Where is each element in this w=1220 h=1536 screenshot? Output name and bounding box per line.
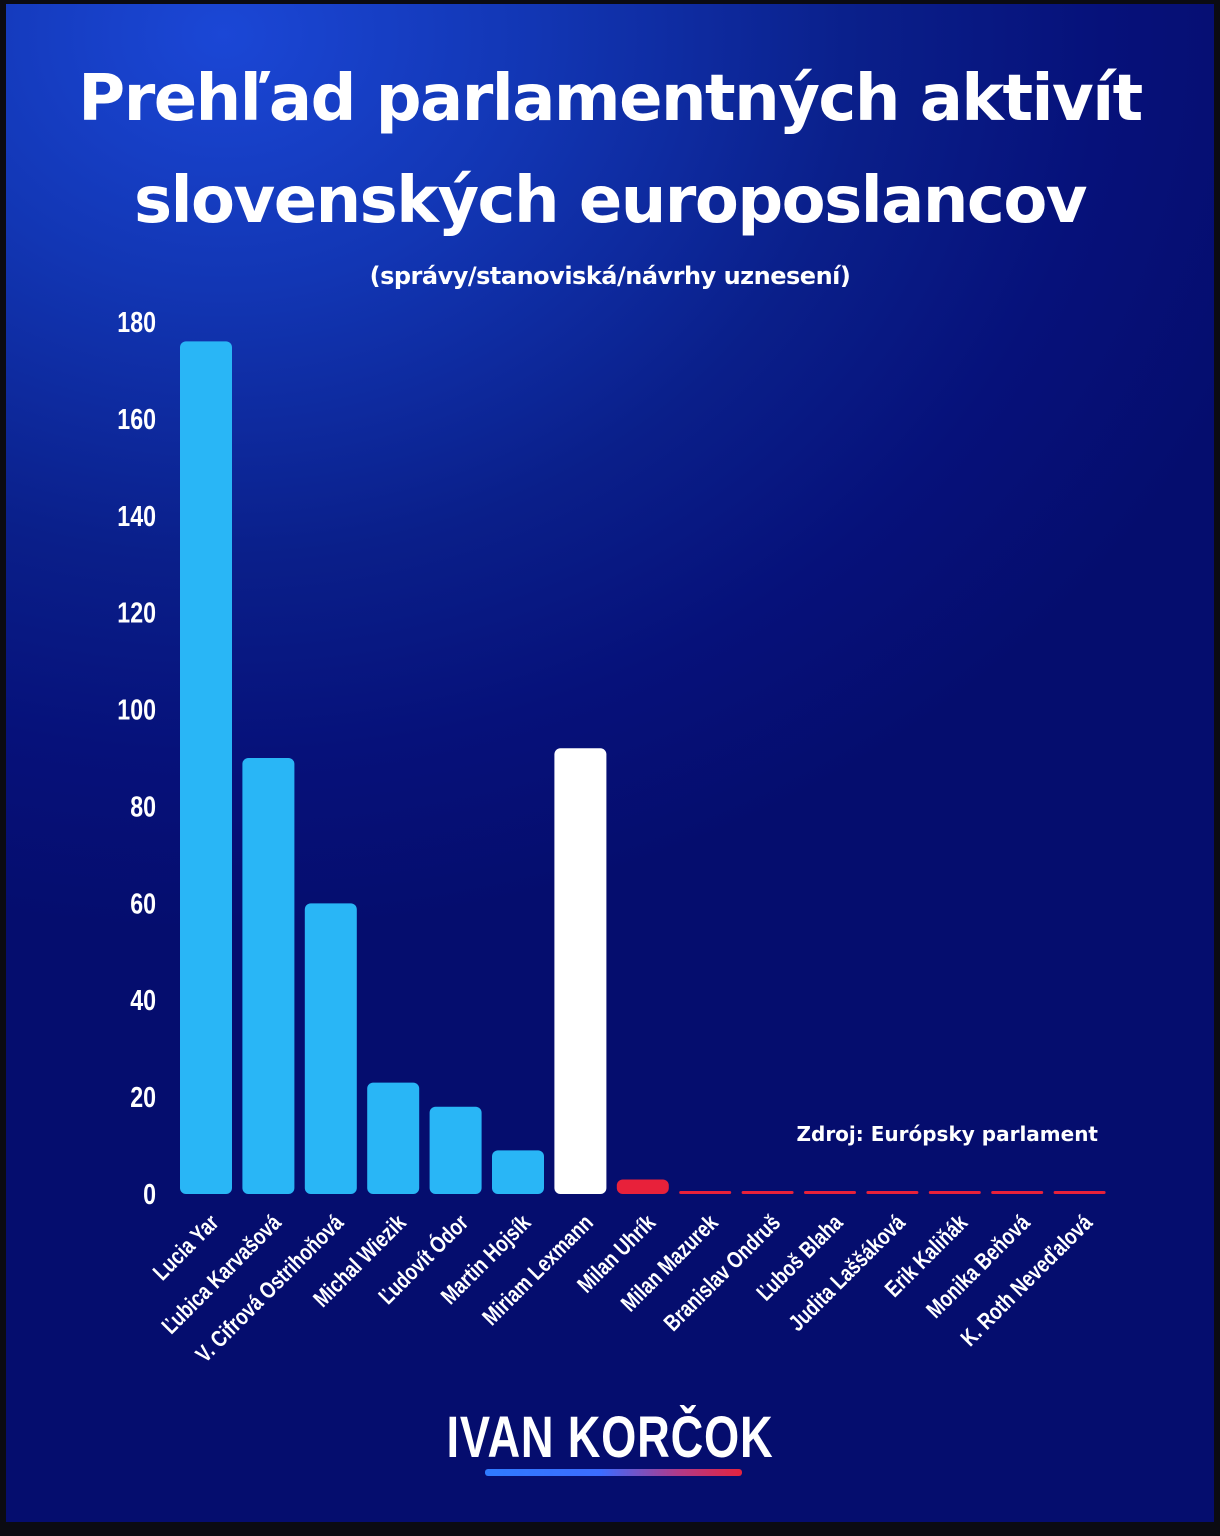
chart-title-line-1: Prehľad parlamentných aktivít: [78, 62, 1143, 136]
bars: [180, 341, 1106, 1194]
y-tick-label: 120: [117, 596, 156, 629]
poster: Prehľad parlamentných aktivít slovenskýc…: [6, 4, 1214, 1522]
bar: [804, 1191, 856, 1194]
bar: [866, 1191, 919, 1194]
y-tick-label: 0: [143, 1177, 156, 1210]
bar: [679, 1191, 732, 1194]
y-tick-label: 60: [130, 887, 156, 920]
chart-title-line-2: slovenských europoslancov: [133, 164, 1088, 238]
x-tick-label: Miriam Lexmann: [478, 1210, 599, 1331]
bar: [616, 1179, 669, 1194]
chart-subtitle: (správy/stanoviská/návrhy uznesení): [369, 262, 851, 290]
bar: [991, 1191, 1044, 1194]
bar: [741, 1191, 794, 1194]
brand-logo-text: IVAN KORČOK: [446, 1405, 774, 1470]
brand-underline: [485, 1469, 742, 1476]
bar: [928, 1191, 981, 1194]
bar: [492, 1150, 544, 1194]
y-tick-label: 160: [117, 402, 156, 435]
y-tick-label: 40: [130, 984, 156, 1017]
bar: [1053, 1191, 1106, 1194]
y-tick-label: 20: [130, 1081, 156, 1114]
bar: [242, 758, 295, 1194]
y-tick-label: 140: [117, 499, 156, 532]
bar: [304, 903, 357, 1194]
y-tick-label: 180: [117, 305, 156, 338]
y-axis-ticks: 0 20 40 60 80 100 120 140 160 180: [117, 305, 156, 1210]
bar-chart: 0 20 40 60 80 100 120 140 160 180 Lucia YarĽubica…: [117, 305, 1106, 1368]
y-tick-label: 100: [117, 693, 156, 726]
bar: [429, 1106, 482, 1194]
bar: [554, 748, 607, 1194]
bar: [180, 341, 232, 1194]
bar: [367, 1082, 420, 1194]
source-note: Zdroj: Európsky parlament: [796, 1122, 1099, 1146]
y-tick-label: 80: [130, 790, 156, 823]
